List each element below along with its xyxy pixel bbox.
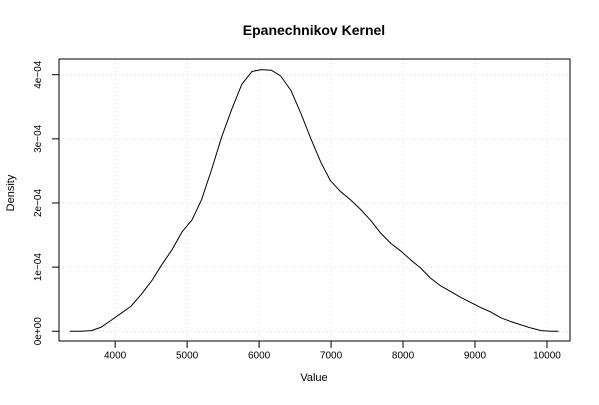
plot-frame (58, 58, 571, 342)
y-axis-title: Density (5, 174, 17, 211)
x-tick-label: 6000 (248, 350, 271, 361)
y-tick-label: 3e−04 (33, 124, 44, 153)
x-tick-label: 9000 (464, 350, 487, 361)
density-curve (69, 69, 559, 332)
chart-title: Epanechnikov Kernel (243, 22, 385, 38)
y-tick-label: 1e−04 (33, 253, 44, 282)
y-tick-label: 0e+00 (33, 317, 44, 346)
x-tick-label: 10000 (533, 350, 561, 361)
y-tick-label: 4e−04 (33, 60, 44, 89)
x-tick-label: 4000 (104, 350, 127, 361)
y-tick-label: 2e−04 (33, 189, 44, 218)
x-tick-label: 5000 (176, 350, 199, 361)
x-tick-label: 8000 (392, 350, 415, 361)
series-layer (69, 69, 559, 332)
x-axis-title: Value (300, 372, 327, 384)
x-tick-label: 7000 (320, 350, 343, 361)
